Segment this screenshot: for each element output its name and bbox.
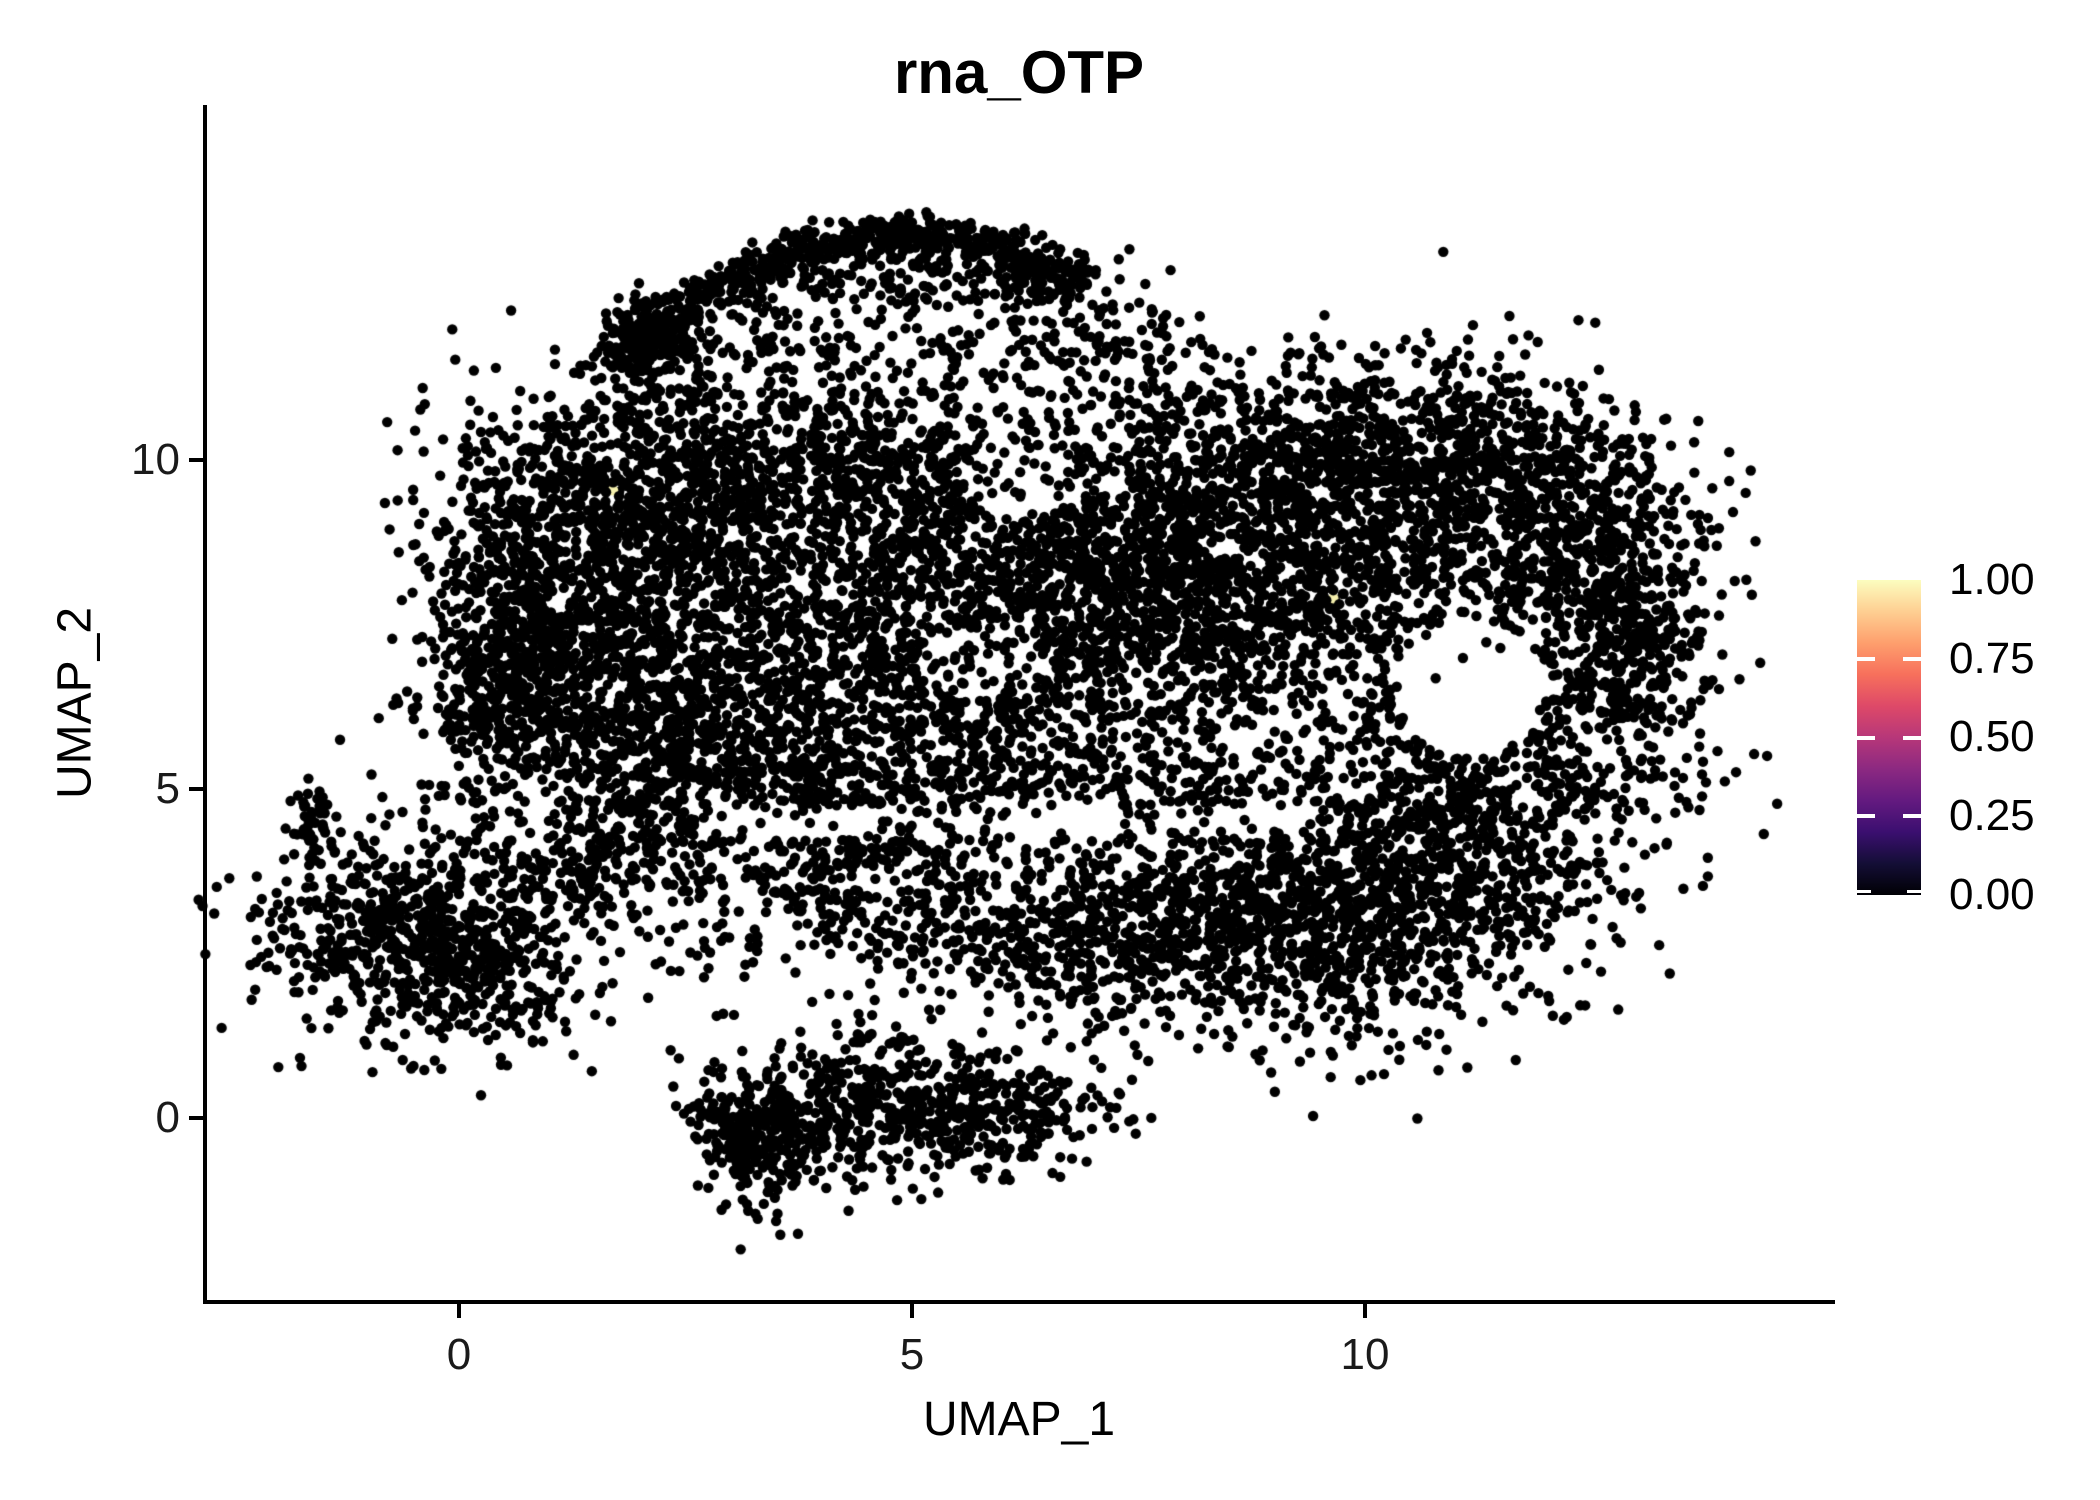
y-tick-label-5: 5	[155, 764, 180, 813]
x-tick-label-5: 5	[899, 1330, 925, 1379]
x-axis-title: UMAP_1	[922, 1393, 1116, 1446]
colorbar-tick-075-left	[1857, 657, 1875, 661]
x-tick-mark-5	[910, 1304, 914, 1318]
legend-label-025: 0.25	[1949, 791, 2035, 840]
y-tick-mark-10	[189, 458, 203, 462]
y-tick-mark-0	[189, 1116, 203, 1120]
x-axis-line	[203, 1300, 1835, 1304]
x-tick-mark-0	[457, 1304, 461, 1318]
colorbar-tick-050-left	[1857, 736, 1875, 740]
legend-label-050: 0.50	[1949, 712, 2035, 761]
y-tick-mark-5	[189, 787, 203, 791]
legend-label-075: 0.75	[1949, 634, 2035, 683]
colorbar-tick-075-right	[1903, 657, 1921, 661]
y-axis-title: UMAP_2	[48, 606, 102, 800]
x-tick-mark-10	[1363, 1304, 1367, 1318]
colorbar-tick-000-right	[1907, 890, 1921, 893]
colorbar-tick-000-left	[1857, 890, 1871, 893]
y-tick-label-0: 0	[155, 1093, 180, 1142]
y-tick-label-10: 10	[131, 435, 180, 484]
plot-title: rna_OTP	[893, 39, 1145, 106]
y-axis-line	[203, 105, 207, 1304]
x-tick-label-10: 10	[1340, 1330, 1390, 1379]
x-tick-label-0: 0	[446, 1330, 472, 1379]
legend-label-000: 0.00	[1949, 870, 2035, 919]
colorbar-tick-025-right	[1903, 814, 1921, 818]
colorbar-tick-050-right	[1903, 736, 1921, 740]
colorbar-tick-025-left	[1857, 814, 1875, 818]
legend-label-100: 1.00	[1949, 555, 2035, 604]
